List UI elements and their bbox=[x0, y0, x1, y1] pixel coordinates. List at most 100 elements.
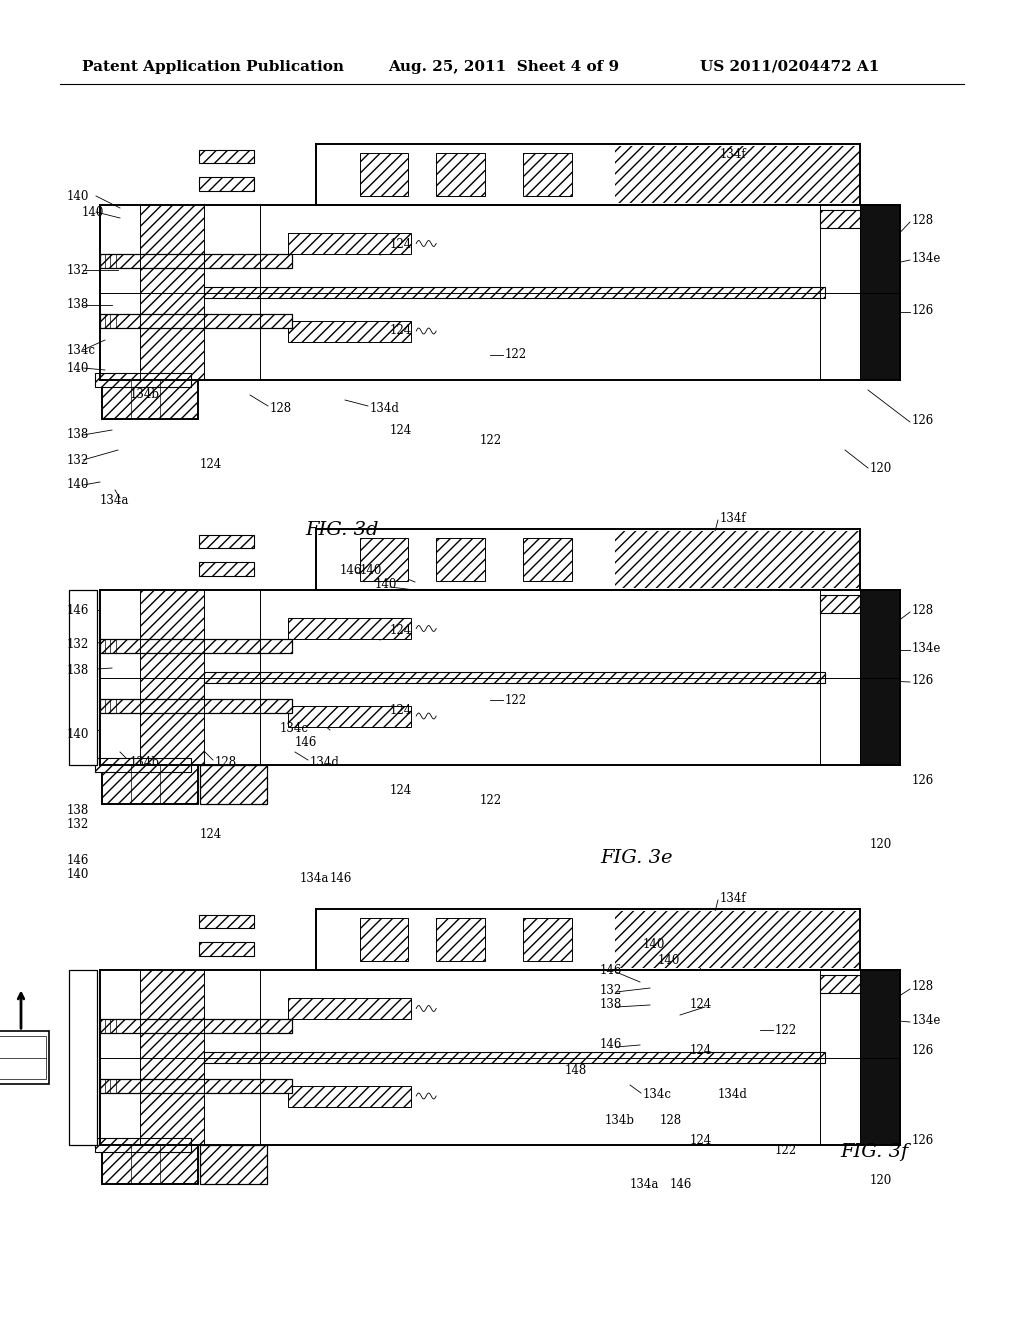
Bar bbox=[140, 590, 204, 766]
Text: 124: 124 bbox=[390, 784, 413, 796]
Text: 138: 138 bbox=[600, 998, 623, 1011]
Bar bbox=[615, 145, 859, 203]
Bar bbox=[522, 153, 571, 195]
Text: 146: 146 bbox=[67, 603, 89, 616]
Bar bbox=[204, 1052, 825, 1063]
Bar bbox=[95, 1138, 191, 1152]
Text: 134f: 134f bbox=[720, 891, 746, 904]
Text: 134b: 134b bbox=[130, 388, 160, 401]
Bar bbox=[100, 314, 292, 327]
Bar bbox=[199, 535, 254, 548]
Text: 140: 140 bbox=[67, 479, 89, 491]
Bar bbox=[522, 539, 571, 581]
Text: 134f: 134f bbox=[720, 511, 746, 524]
Bar bbox=[95, 1138, 191, 1152]
Bar bbox=[199, 562, 254, 576]
Bar bbox=[359, 917, 409, 961]
Bar bbox=[860, 970, 900, 1144]
Text: 140: 140 bbox=[82, 206, 104, 219]
Bar bbox=[359, 153, 409, 195]
Bar bbox=[102, 380, 198, 418]
Bar bbox=[199, 915, 254, 928]
Text: 140: 140 bbox=[67, 869, 89, 882]
Bar bbox=[200, 1144, 267, 1184]
Text: 146: 146 bbox=[295, 735, 317, 748]
Bar bbox=[615, 911, 859, 968]
Bar bbox=[69, 970, 97, 1144]
Text: 122: 122 bbox=[480, 793, 502, 807]
Bar bbox=[435, 917, 484, 961]
Text: 124: 124 bbox=[690, 1044, 713, 1056]
Bar bbox=[0, 1031, 49, 1084]
Bar bbox=[288, 1085, 412, 1106]
Text: 126: 126 bbox=[912, 1044, 934, 1056]
Text: 134e: 134e bbox=[912, 642, 941, 655]
Text: Aug. 25, 2011  Sheet 4 of 9: Aug. 25, 2011 Sheet 4 of 9 bbox=[388, 59, 620, 74]
Bar bbox=[860, 205, 900, 380]
Bar bbox=[0, 1036, 46, 1078]
Text: 128: 128 bbox=[912, 981, 934, 994]
Text: 122: 122 bbox=[775, 1143, 797, 1156]
Text: 134a: 134a bbox=[630, 1179, 659, 1192]
Bar bbox=[288, 705, 412, 726]
Text: 138: 138 bbox=[67, 298, 89, 312]
Text: 124: 124 bbox=[390, 424, 413, 437]
Text: 134d: 134d bbox=[310, 755, 340, 768]
Text: 146: 146 bbox=[330, 871, 352, 884]
Text: 124: 124 bbox=[390, 323, 413, 337]
Bar bbox=[199, 942, 254, 956]
Text: 132: 132 bbox=[67, 264, 89, 276]
Text: 128: 128 bbox=[912, 603, 934, 616]
Bar bbox=[288, 998, 412, 1019]
Text: FIG. 3d: FIG. 3d bbox=[305, 521, 379, 539]
Bar bbox=[100, 1019, 292, 1034]
Bar bbox=[435, 153, 484, 195]
Text: 134b: 134b bbox=[605, 1114, 635, 1126]
Bar bbox=[102, 380, 198, 418]
Bar bbox=[615, 145, 859, 203]
Bar bbox=[288, 321, 412, 342]
Text: 146: 146 bbox=[600, 964, 623, 977]
Text: 128: 128 bbox=[215, 755, 238, 768]
Bar bbox=[199, 942, 254, 956]
Bar bbox=[102, 1144, 198, 1184]
Text: 134e: 134e bbox=[912, 252, 941, 264]
Bar bbox=[95, 758, 191, 772]
Text: FIG. 3e: FIG. 3e bbox=[600, 849, 673, 867]
Text: 120: 120 bbox=[870, 838, 892, 851]
Bar bbox=[95, 374, 191, 387]
Text: 140: 140 bbox=[67, 729, 89, 742]
Text: 138: 138 bbox=[67, 804, 89, 817]
Bar bbox=[100, 1019, 292, 1034]
Text: 122: 122 bbox=[775, 1023, 797, 1036]
Bar bbox=[359, 539, 409, 581]
Bar bbox=[615, 531, 859, 587]
Bar bbox=[288, 234, 412, 253]
Text: 120: 120 bbox=[870, 1173, 892, 1187]
Text: 132: 132 bbox=[67, 639, 89, 652]
Text: 134d: 134d bbox=[370, 401, 400, 414]
Bar bbox=[140, 590, 204, 766]
Bar bbox=[102, 380, 198, 418]
Text: 134c: 134c bbox=[67, 343, 96, 356]
Bar bbox=[288, 618, 412, 639]
Bar bbox=[288, 321, 412, 342]
Text: 120: 120 bbox=[870, 462, 892, 474]
Bar bbox=[102, 766, 198, 804]
Text: 124: 124 bbox=[690, 998, 713, 1011]
Bar bbox=[199, 535, 254, 548]
Bar bbox=[102, 1144, 198, 1184]
Text: 132: 132 bbox=[67, 818, 89, 832]
Text: Patent Application Publication: Patent Application Publication bbox=[82, 59, 344, 74]
Bar bbox=[95, 374, 191, 387]
Text: 140: 140 bbox=[375, 578, 397, 591]
Bar bbox=[288, 618, 412, 639]
Bar bbox=[140, 205, 204, 380]
Bar bbox=[820, 975, 860, 993]
Bar bbox=[359, 917, 409, 961]
Bar bbox=[288, 705, 412, 726]
Bar bbox=[435, 153, 484, 195]
Text: 126: 126 bbox=[912, 413, 934, 426]
Text: 140: 140 bbox=[67, 190, 89, 202]
Text: 124: 124 bbox=[200, 829, 222, 842]
